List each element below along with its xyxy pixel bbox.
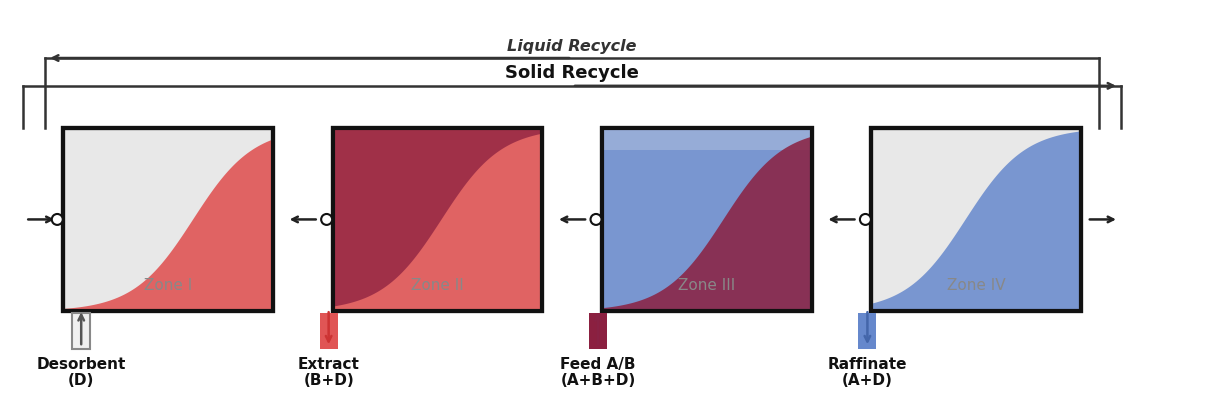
Bar (871, 128, 1081, 311)
Circle shape (321, 214, 332, 225)
Text: Zone I: Zone I (144, 278, 192, 294)
Polygon shape (602, 128, 811, 311)
Text: Zone II: Zone II (411, 278, 463, 294)
Text: (A+D): (A+D) (842, 373, 893, 388)
Text: Extract: Extract (297, 357, 359, 372)
Text: Liquid Recycle: Liquid Recycle (507, 39, 637, 54)
Text: Feed A/B: Feed A/B (560, 357, 636, 372)
Bar (602, 128, 811, 311)
Bar (332, 128, 542, 311)
Bar (859, 313, 876, 349)
Bar (602, 128, 811, 311)
Text: (A+B+D): (A+B+D) (560, 373, 636, 388)
Bar (590, 313, 606, 349)
Text: Zone IV: Zone IV (947, 278, 1006, 294)
Circle shape (860, 214, 871, 225)
Polygon shape (871, 128, 1081, 311)
Bar (871, 128, 1081, 311)
Text: Raffinate: Raffinate (827, 357, 907, 372)
Text: Zone III: Zone III (678, 278, 735, 294)
Text: Desorbent: Desorbent (36, 357, 126, 372)
Bar (320, 313, 337, 349)
Circle shape (52, 214, 63, 225)
Polygon shape (332, 128, 542, 307)
Text: (B+D): (B+D) (303, 373, 354, 388)
Bar (73, 313, 90, 349)
Bar (63, 128, 273, 311)
Polygon shape (602, 128, 811, 150)
Text: Solid Recycle: Solid Recycle (505, 64, 639, 82)
Polygon shape (332, 128, 542, 311)
Bar (332, 128, 542, 311)
Circle shape (591, 214, 602, 225)
Bar (63, 128, 273, 311)
Text: (D): (D) (68, 373, 95, 388)
Polygon shape (63, 139, 273, 311)
Polygon shape (602, 128, 811, 311)
